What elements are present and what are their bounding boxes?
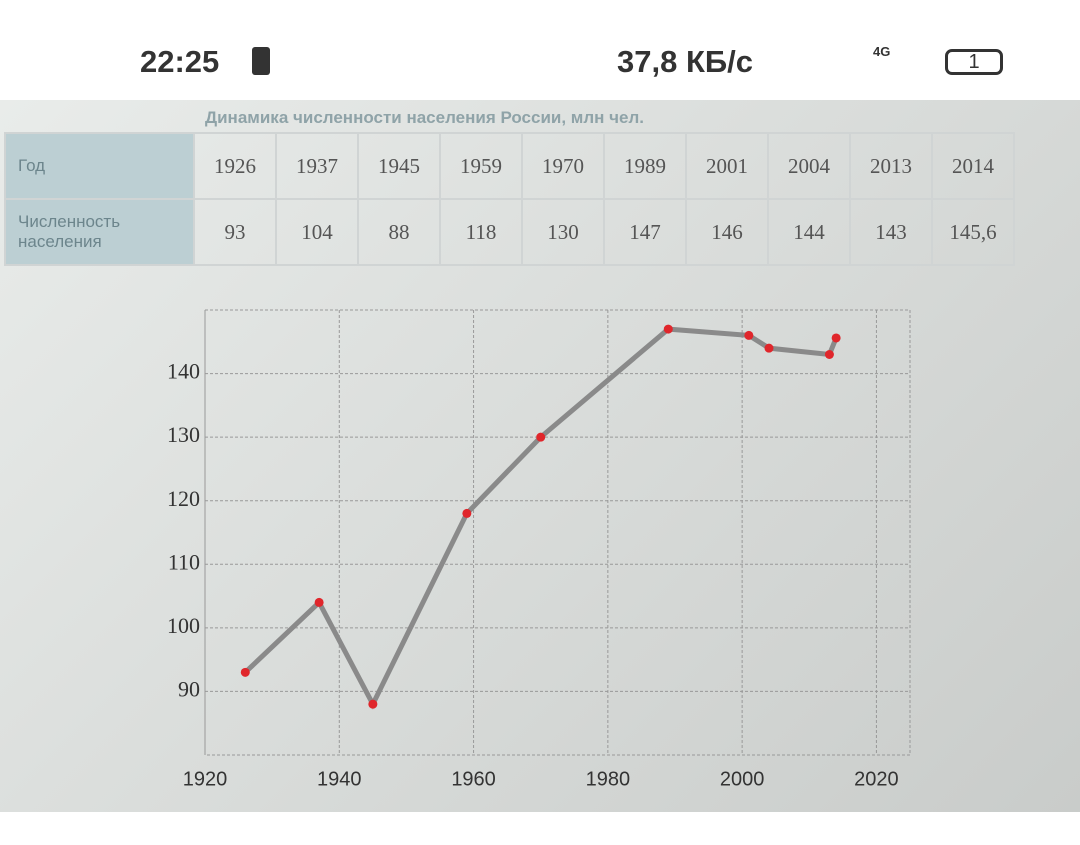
row-header: Год [4,132,195,200]
table-cell: 130 [521,198,605,266]
table-cell: 1945 [357,132,441,200]
table-cell: 1959 [439,132,523,200]
data-point [240,667,250,677]
table-cell: 146 [685,198,769,266]
network-speed: 37,8 КБ/с [617,44,754,79]
table-cell: 1926 [193,132,277,200]
table-cell: 1989 [603,132,687,200]
data-point [824,350,834,359]
data-point [462,508,472,518]
table-cell: 144 [767,198,851,266]
table-cell: 118 [439,198,523,266]
population-line [243,326,839,710]
plot-area [204,309,911,756]
y-tick-label: 110 [168,549,200,574]
table-cell: 104 [275,198,359,266]
table-cell: 2013 [849,132,933,200]
data-point [764,343,774,353]
x-tick-label: 1920 [183,768,228,790]
table-title: Динамика численности населения России, м… [205,108,645,127]
table-cell: 2001 [685,132,769,200]
y-tick-label: 120 [167,486,200,511]
network-type: 4G [873,44,891,59]
data-point [831,333,841,343]
table-cell: 2014 [931,132,1015,200]
table-cell: 1937 [275,132,359,200]
table-cell: 147 [603,198,687,266]
table-cell: 1970 [521,132,605,200]
data-point [744,330,754,340]
y-tick-label: 130 [167,422,200,447]
y-tick-label: 140 [167,359,200,384]
table-cell: 143 [849,198,933,266]
x-tick-label: 2000 [720,768,765,790]
x-tick-label: 1980 [586,768,631,790]
data-point [314,597,324,607]
y-tick-label: 100 [167,613,200,638]
table-cell: 93 [193,198,277,266]
table-cell: 88 [357,198,441,266]
table-cell: 2004 [767,132,851,200]
row-header: Численность населения [4,198,195,266]
battery: 1 [945,49,1003,75]
x-tick-label: 1960 [451,768,496,790]
data-point [368,699,378,709]
data-table: Год 1926 1937 1945 1959 1970 1989 2001 2004 2013 2… [4,132,1015,266]
data-point [663,324,673,334]
status-bar: 22:25 37,8 КБ/с 4G 1 [0,0,1080,100]
y-tick-label: 90 [178,676,200,701]
battery-saver-icon [252,47,270,75]
data-point [536,432,546,442]
x-tick-label: 2020 [854,768,899,790]
clock: 22:25 [140,44,220,79]
x-tick-label: 1940 [317,768,362,790]
table-cell: 145,6 [931,198,1015,266]
